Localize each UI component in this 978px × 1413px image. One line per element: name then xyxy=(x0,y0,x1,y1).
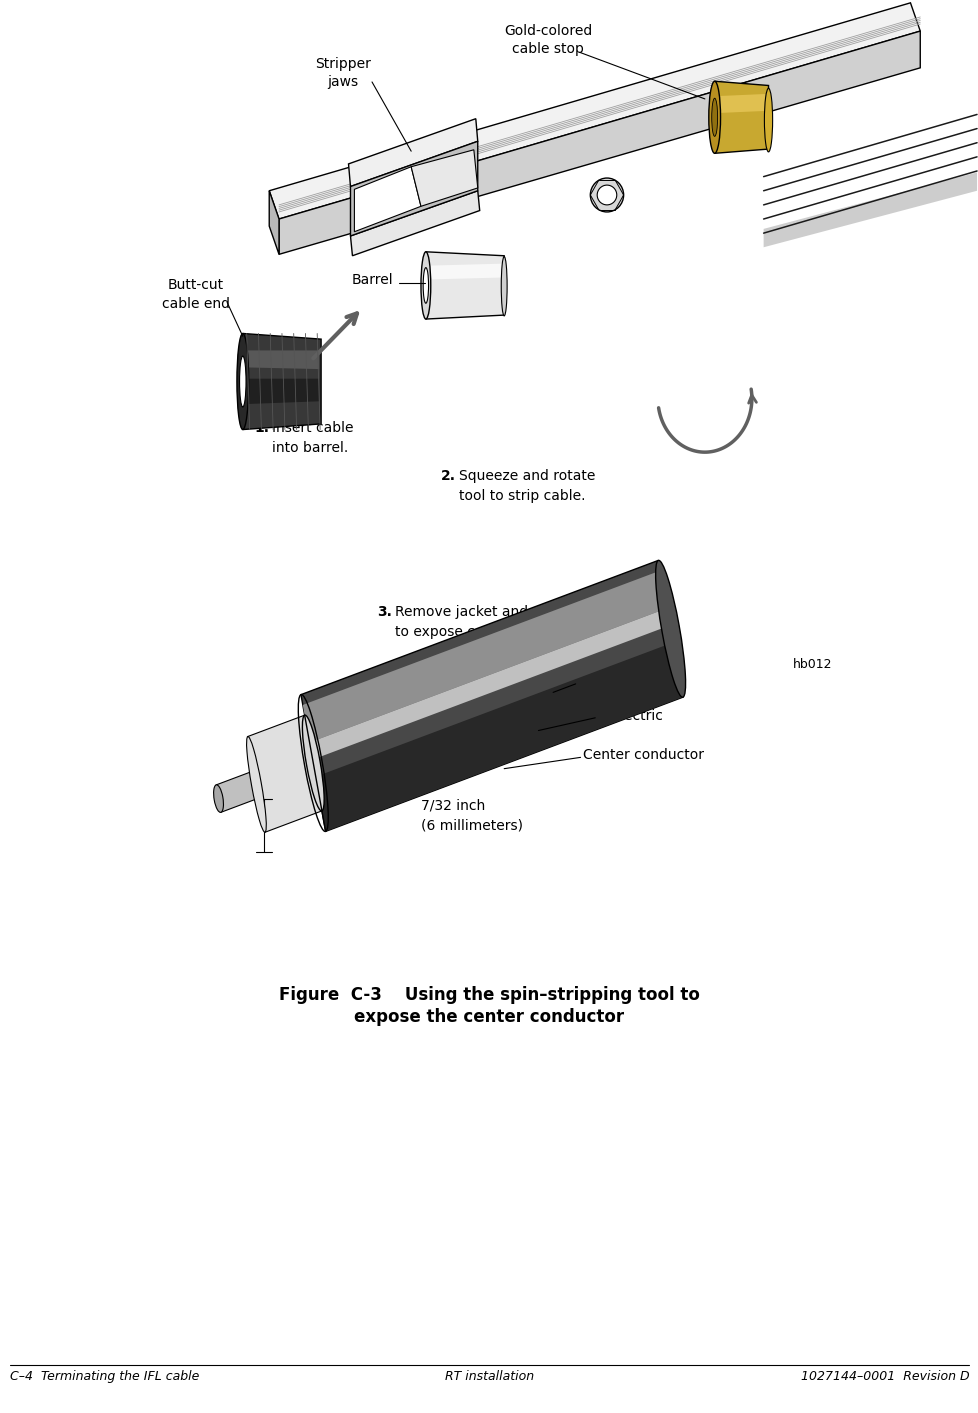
Ellipse shape xyxy=(302,715,324,811)
Ellipse shape xyxy=(213,784,223,812)
Polygon shape xyxy=(279,31,919,254)
Polygon shape xyxy=(763,172,976,247)
Polygon shape xyxy=(309,608,669,760)
Text: 1.: 1. xyxy=(254,421,269,435)
Text: (6 millimeters): (6 millimeters) xyxy=(421,818,522,832)
Polygon shape xyxy=(269,191,279,254)
Text: Jacket: Jacket xyxy=(577,675,619,690)
Polygon shape xyxy=(425,252,504,319)
Ellipse shape xyxy=(237,333,248,430)
Polygon shape xyxy=(247,715,322,832)
Polygon shape xyxy=(244,350,319,369)
Ellipse shape xyxy=(764,88,772,153)
Text: C–4  Terminating the IFL cable: C–4 Terminating the IFL cable xyxy=(10,1369,199,1383)
Text: Barrel: Barrel xyxy=(351,273,392,287)
Text: into barrel.: into barrel. xyxy=(272,441,348,455)
Ellipse shape xyxy=(590,178,623,212)
Text: Squeeze and rotate: Squeeze and rotate xyxy=(459,469,595,483)
Ellipse shape xyxy=(421,252,430,319)
Ellipse shape xyxy=(246,736,266,832)
Polygon shape xyxy=(302,571,666,742)
Ellipse shape xyxy=(655,561,685,697)
Polygon shape xyxy=(348,119,477,187)
Text: 1027144–0001  Revision D: 1027144–0001 Revision D xyxy=(800,1369,968,1383)
Ellipse shape xyxy=(240,356,245,407)
Text: jaws: jaws xyxy=(327,75,358,89)
Ellipse shape xyxy=(501,257,507,317)
Polygon shape xyxy=(300,561,683,831)
Text: Figure  C-3    Using the spin–stripping tool to: Figure C-3 Using the spin–stripping tool… xyxy=(279,986,699,1003)
Text: Gold-colored: Gold-colored xyxy=(504,24,592,38)
Polygon shape xyxy=(269,3,919,219)
Text: to expose center conductor.: to expose center conductor. xyxy=(394,625,588,639)
Text: 7/32 inch: 7/32 inch xyxy=(421,798,485,812)
Text: Dielectric: Dielectric xyxy=(597,709,662,723)
Text: Center conductor: Center conductor xyxy=(582,747,703,762)
Polygon shape xyxy=(717,93,765,113)
Ellipse shape xyxy=(597,185,616,205)
Polygon shape xyxy=(243,333,321,430)
Polygon shape xyxy=(350,191,479,256)
Text: Insert cable: Insert cable xyxy=(272,421,353,435)
Polygon shape xyxy=(244,379,319,404)
Text: hb012: hb012 xyxy=(792,657,831,671)
Polygon shape xyxy=(427,264,502,280)
Polygon shape xyxy=(350,141,477,236)
Polygon shape xyxy=(316,643,683,831)
Polygon shape xyxy=(411,150,477,206)
Polygon shape xyxy=(216,770,258,812)
Text: Stripper: Stripper xyxy=(314,57,371,71)
Text: cable end: cable end xyxy=(161,297,230,311)
Text: expose the center conductor: expose the center conductor xyxy=(354,1009,624,1026)
Ellipse shape xyxy=(422,267,428,304)
Polygon shape xyxy=(714,81,768,153)
Text: Butt-cut: Butt-cut xyxy=(167,278,224,292)
Text: tool to strip cable.: tool to strip cable. xyxy=(459,489,585,503)
Ellipse shape xyxy=(711,99,717,136)
Text: 3.: 3. xyxy=(377,605,391,619)
Text: 2.: 2. xyxy=(440,469,455,483)
Polygon shape xyxy=(354,167,421,232)
Ellipse shape xyxy=(708,81,720,154)
Text: RT installation: RT installation xyxy=(444,1369,534,1383)
Text: cable stop: cable stop xyxy=(511,42,584,57)
Text: Remove jacket and dielectric: Remove jacket and dielectric xyxy=(394,605,596,619)
